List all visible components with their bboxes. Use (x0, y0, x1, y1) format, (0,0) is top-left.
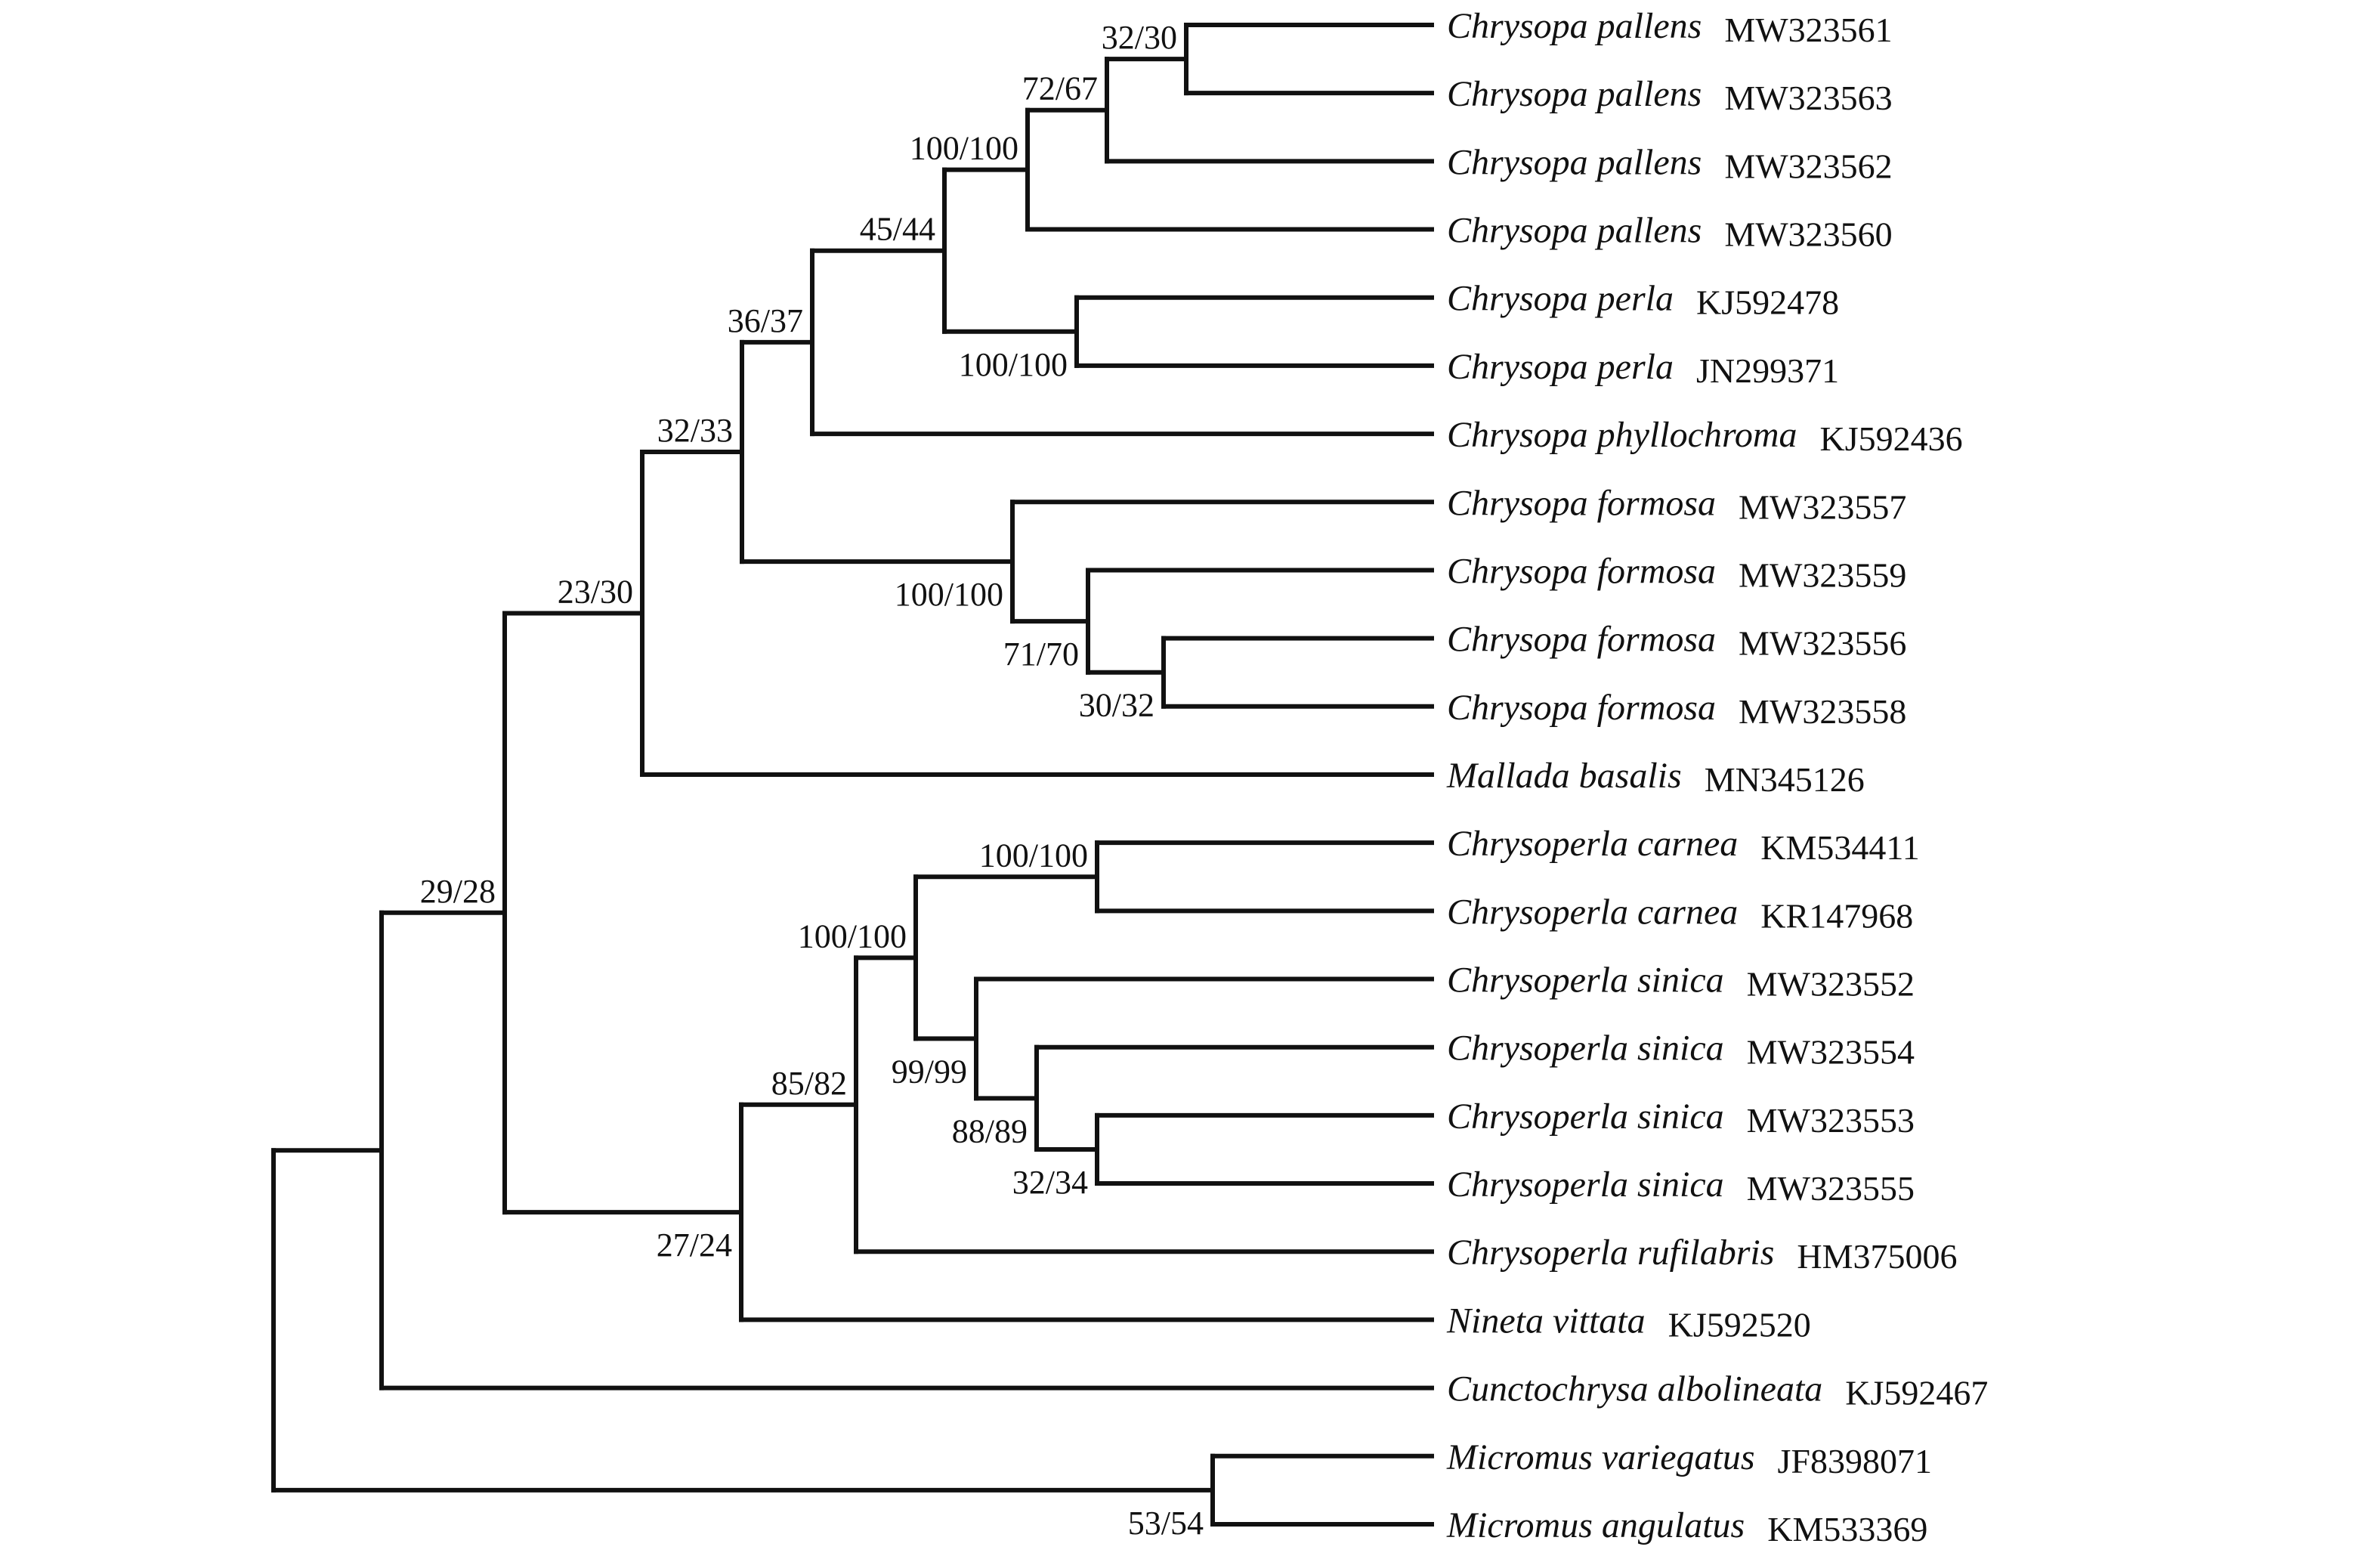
species-name: Chrysopa pallens (1447, 211, 1702, 251)
support-value-label: 32/34 (1012, 1164, 1088, 1201)
support-value-label: 85/82 (771, 1065, 847, 1102)
species-name: Chrysopa formosa (1447, 688, 1716, 728)
species-name: Chrysoperla sinica (1447, 961, 1724, 1001)
taxon-label: Chrysoperla sinica MW323554 (1447, 1029, 1915, 1072)
taxon-label: Cunctochrysa albolineata KJ592467 (1447, 1369, 1988, 1412)
support-value-label: 27/24 (657, 1227, 732, 1264)
taxon-label: Chrysopa formosa MW323559 (1447, 551, 1906, 594)
taxon-label: Chrysopa pallens MW323560 (1447, 211, 1893, 254)
species-name: Chrysoperla carnea (1447, 824, 1738, 864)
support-value-label: 30/32 (1079, 687, 1154, 724)
support-value-label: 53/54 (1128, 1505, 1204, 1542)
taxon-label: Chrysopa formosa MW323556 (1447, 620, 1906, 663)
species-name: Chrysopa pallens (1447, 142, 1702, 182)
species-name: Chrysoperla sinica (1447, 1029, 1724, 1069)
taxon-label: Chrysoperla sinica MW323553 (1447, 1097, 1915, 1140)
accession-number: JF8398071 (1778, 1442, 1932, 1480)
accession-number: JN299371 (1696, 351, 1839, 390)
support-value-label: 23/30 (558, 574, 633, 611)
taxon-label: Chrysopa pallens MW323563 (1447, 74, 1893, 117)
species-name: Micromus angulatus (1446, 1505, 1745, 1545)
accession-number: MW323555 (1747, 1169, 1915, 1208)
support-value-label: 100/100 (910, 130, 1018, 167)
accession-number: KJ592520 (1668, 1305, 1811, 1344)
accession-number: KM533369 (1767, 1510, 1927, 1548)
accession-number: MW323557 (1739, 487, 1906, 526)
support-value-label: 100/100 (895, 576, 1003, 613)
taxon-label: Chrysoperla carnea KM534411 (1447, 824, 1920, 867)
taxon-label: Chrysoperla rufilabris HM375006 (1447, 1233, 1958, 1276)
taxon-label: Chrysopa perla KJ592478 (1447, 279, 1839, 322)
taxon-label: Chrysoperla carnea KR147968 (1447, 892, 1913, 935)
species-name: Chrysoperla carnea (1447, 892, 1738, 932)
taxon-label: Chrysopa pallens MW323561 (1447, 6, 1893, 49)
taxon-label: Nineta vittata KJ592520 (1446, 1301, 1811, 1344)
species-name: Chrysopa formosa (1447, 551, 1716, 591)
accession-number: MW323558 (1739, 692, 1906, 731)
accession-number: KJ592467 (1845, 1374, 1988, 1412)
species-name: Chrysoperla sinica (1447, 1165, 1724, 1205)
species-name: Chrysopa formosa (1447, 620, 1716, 660)
taxon-label: Chrysopa phyllochroma KJ592436 (1447, 415, 1963, 458)
species-name: Chrysoperla rufilabris (1447, 1233, 1774, 1273)
species-name: Chrysoperla sinica (1447, 1097, 1724, 1137)
species-name: Chrysopa perla (1447, 347, 1674, 387)
accession-number: MW323563 (1724, 79, 1892, 117)
support-value-label: 71/70 (1003, 636, 1079, 673)
support-value-label: 100/100 (979, 837, 1088, 874)
species-name: Chrysopa pallens (1447, 6, 1702, 46)
accession-number: MW323561 (1724, 11, 1892, 49)
accession-number: MW323552 (1747, 965, 1915, 1004)
accession-number: KJ592436 (1820, 419, 1963, 458)
accession-number: KR147968 (1760, 896, 1913, 935)
taxon-label: Micromus angulatus KM533369 (1446, 1505, 1927, 1548)
taxon-label: Micromus variegatus JF8398071 (1446, 1437, 1932, 1480)
accession-number: MW323559 (1739, 555, 1906, 594)
support-value-label: 45/44 (860, 211, 935, 248)
taxon-label: Mallada basalis MN345126 (1446, 756, 1865, 799)
taxon-label: Chrysopa perla JN299371 (1447, 347, 1839, 390)
accession-number: MW323562 (1724, 147, 1892, 185)
taxon-label: Chrysopa formosa MW323558 (1447, 688, 1906, 731)
support-value-label: 29/28 (420, 873, 496, 910)
support-value-label: 100/100 (959, 346, 1068, 383)
accession-number: MW323553 (1747, 1101, 1915, 1140)
accession-number: MW323560 (1724, 215, 1892, 254)
taxon-label: Chrysopa pallens MW323562 (1447, 142, 1893, 185)
taxon-label: Chrysoperla sinica MW323552 (1447, 961, 1915, 1004)
species-name: Chrysopa pallens (1447, 74, 1702, 114)
species-name: Mallada basalis (1446, 756, 1682, 796)
support-value-label: 99/99 (892, 1053, 967, 1090)
support-value-label: 32/33 (657, 412, 733, 449)
species-name: Chrysopa phyllochroma (1447, 415, 1797, 455)
accession-number: KJ592478 (1696, 283, 1839, 322)
support-value-label: 100/100 (798, 917, 907, 954)
accession-number: MW323554 (1747, 1033, 1915, 1072)
taxon-label: Chrysoperla sinica MW323555 (1447, 1165, 1915, 1208)
species-name: Nineta vittata (1446, 1301, 1646, 1341)
species-name: Micromus variegatus (1446, 1437, 1755, 1477)
accession-number: MW323556 (1739, 624, 1906, 663)
support-value-label: 36/37 (728, 302, 803, 339)
species-name: Cunctochrysa albolineata (1447, 1369, 1822, 1409)
support-value-label: 72/67 (1022, 70, 1098, 107)
species-name: Chrysopa formosa (1447, 483, 1716, 523)
support-value-label: 88/89 (952, 1112, 1028, 1149)
taxon-label: Chrysopa formosa MW323557 (1447, 483, 1906, 526)
support-value-label: 32/30 (1102, 19, 1177, 56)
species-name: Chrysopa perla (1447, 279, 1674, 319)
accession-number: MN345126 (1705, 760, 1865, 799)
accession-number: HM375006 (1797, 1237, 1957, 1276)
accession-number: KM534411 (1760, 828, 1919, 867)
